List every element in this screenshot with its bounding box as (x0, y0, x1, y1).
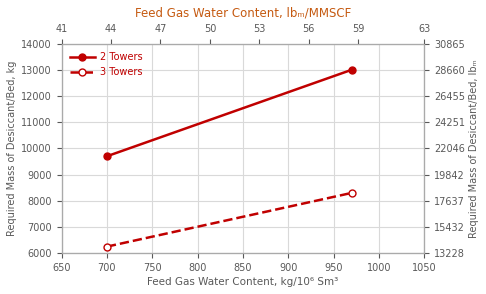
2 Towers (349, 68, 355, 71)
3 Towers (349, 191, 355, 195)
Y-axis label: Required Mass of Desiccant/Bed, lbₘ: Required Mass of Desiccant/Bed, lbₘ (469, 59, 479, 238)
X-axis label: Feed Gas Water Content, kg/10⁶ Sm³: Feed Gas Water Content, kg/10⁶ Sm³ (147, 277, 339, 287)
2 Towers (104, 154, 110, 158)
X-axis label: Feed Gas Water Content, lbₘ/MMSCF: Feed Gas Water Content, lbₘ/MMSCF (135, 7, 351, 20)
Legend: 2 Towers, 3 Towers: 2 Towers, 3 Towers (67, 49, 146, 81)
Line: 3 Towers: 3 Towers (104, 189, 355, 250)
Line: 2 Towers: 2 Towers (104, 66, 355, 160)
3 Towers (104, 245, 110, 248)
Y-axis label: Required Mass of Desiccant/Bed, kg: Required Mass of Desiccant/Bed, kg (7, 61, 17, 236)
